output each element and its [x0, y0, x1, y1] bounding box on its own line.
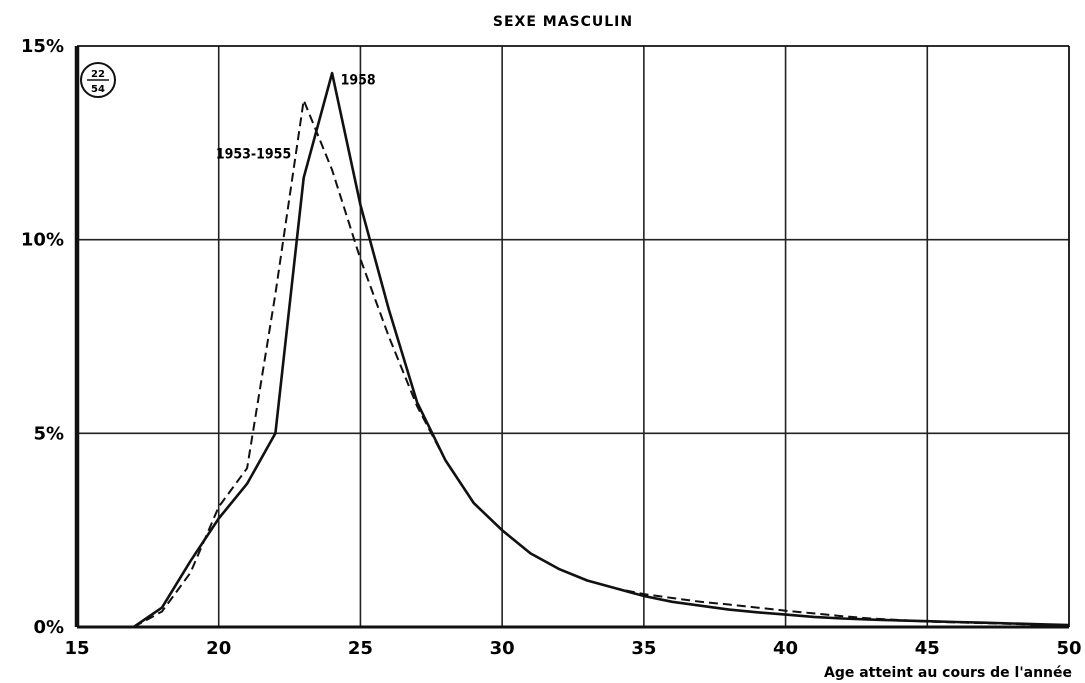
grid-lines	[77, 46, 1069, 627]
plot-frame	[74, 45, 1070, 629]
series-annotation: 1953-1955	[216, 146, 291, 162]
series-annotation: 1958	[341, 73, 376, 89]
y-tick-label: 0%	[33, 617, 64, 638]
x-tick-label: 25	[348, 638, 373, 659]
badge-bottom: 54	[91, 84, 105, 95]
x-tick-label: 40	[773, 638, 798, 659]
x-tick-label: 35	[631, 638, 656, 659]
y-tick-label: 15%	[21, 36, 64, 57]
x-tick-label: 15	[64, 638, 89, 659]
badge-circle	[80, 62, 116, 98]
figure-badge: 22 54	[80, 62, 116, 98]
x-tick-label: 50	[1056, 638, 1081, 659]
y-tick-label: 5%	[33, 423, 64, 444]
x-axis-label: Age atteint au cours de l'année	[824, 665, 1072, 681]
y-tick-label: 10%	[21, 230, 64, 251]
x-tick-label: 20	[206, 638, 231, 659]
series-line-1953-1955	[133, 99, 1070, 628]
chart-title: SEXE MASCULIN	[493, 14, 633, 30]
y-axis-ticks: 0% 5% 10% 15%	[21, 36, 64, 638]
annotations: 1958 1953-1955	[216, 73, 376, 163]
series-lines	[132, 71, 1070, 629]
badge-top: 22	[91, 69, 105, 80]
x-axis-ticks: 15 20 25 30 35 40 45 50	[64, 638, 1081, 659]
x-tick-label: 30	[490, 638, 515, 659]
x-tick-label: 45	[915, 638, 940, 659]
